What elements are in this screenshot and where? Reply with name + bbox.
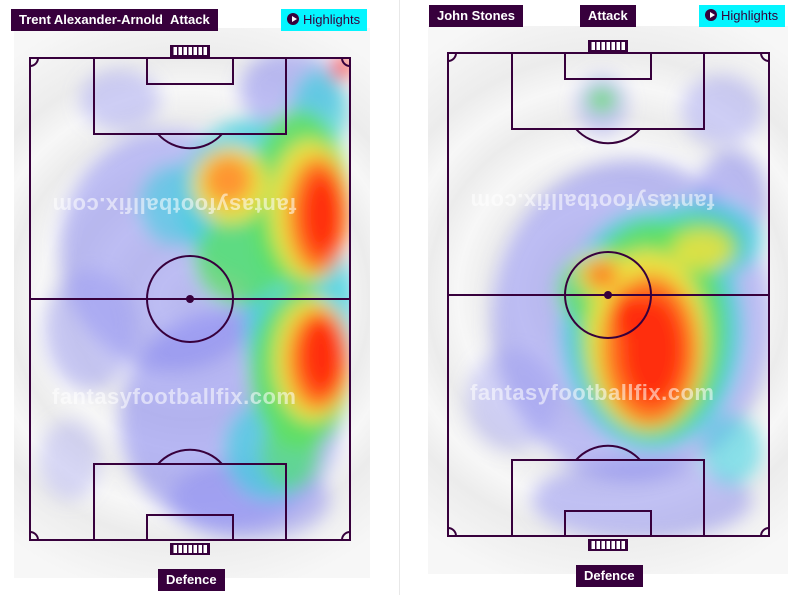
- centre-spot: [186, 295, 194, 303]
- highlights-button[interactable]: Highlights: [281, 9, 368, 31]
- goal-bottom-icon: [588, 539, 628, 551]
- play-circle-icon: [705, 9, 717, 21]
- highlights-label: Highlights: [721, 8, 779, 23]
- defence-label: Defence: [576, 565, 643, 587]
- pitch-markings: [447, 52, 770, 537]
- play-circle-icon: [287, 13, 299, 25]
- panel-divider: [399, 0, 400, 595]
- goal-top-icon: [170, 45, 210, 57]
- heatmap-pitch: [428, 26, 788, 574]
- attack-label: Attack: [580, 5, 636, 27]
- player-name-label: Trent Alexander-Arnold: [11, 9, 171, 31]
- watermark-bottom: fantasyfootballfix.com: [52, 384, 297, 409]
- watermark-top: fantasyfootballfix.com: [470, 189, 715, 214]
- highlights-label: Highlights: [303, 12, 361, 27]
- heat-blobs: [40, 58, 350, 540]
- centre-spot: [604, 291, 612, 299]
- heatmap-pitch: [14, 28, 370, 578]
- heatmap-panel-stones: fantasyfootballfix.com fantasyfootballfi…: [402, 0, 800, 595]
- heat-blobs: [467, 75, 769, 536]
- defence-label: Defence: [158, 569, 225, 591]
- attack-label: Attack: [162, 9, 218, 31]
- goal-bottom-icon: [170, 543, 210, 555]
- highlights-button[interactable]: Highlights: [699, 5, 786, 27]
- watermark-top: fantasyfootballfix.com: [52, 193, 297, 218]
- watermark-bottom: fantasyfootballfix.com: [470, 380, 715, 405]
- player-name-label: John Stones: [429, 5, 524, 27]
- goal-top-icon: [588, 40, 628, 52]
- heatmap-panel-trent: fantasyfootballfix.com fantasyfootballfi…: [0, 0, 398, 595]
